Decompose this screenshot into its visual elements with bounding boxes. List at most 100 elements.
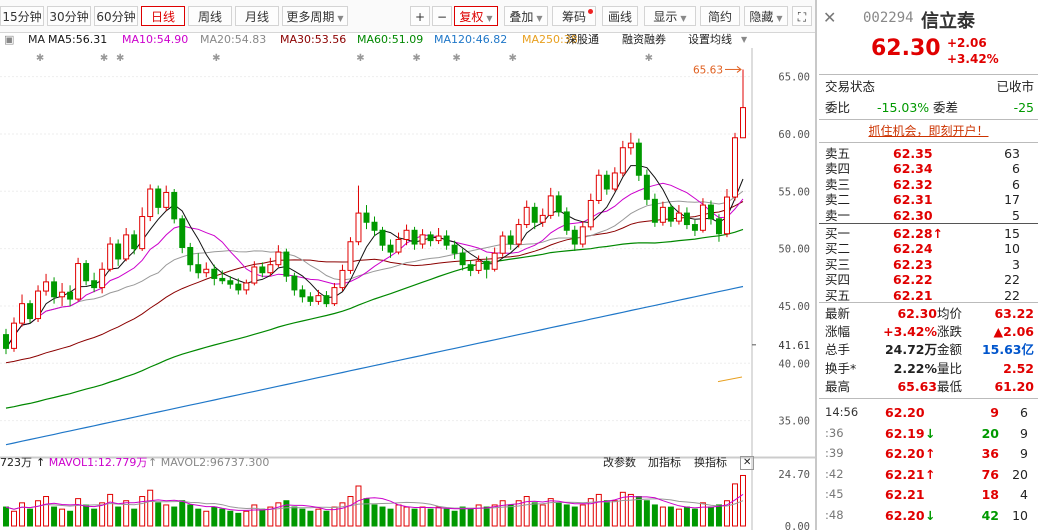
volume-bar: [691, 508, 698, 527]
candle-body: [443, 235, 450, 246]
stat-value: 63.22: [994, 306, 1034, 321]
mavol2-line: [5, 498, 744, 510]
tick-row: :36 62.19 ↓ 20 9: [825, 425, 1034, 442]
ask-price: 62.32: [893, 176, 933, 192]
bid-label: 买三: [825, 256, 851, 272]
adjust-dropdown[interactable]: 复权 ▼: [454, 6, 498, 26]
ask-row: 卖四 62.34 6: [825, 160, 1034, 177]
candle-body: [563, 211, 570, 231]
bid-volume: 3: [1012, 256, 1020, 272]
zoom-out-button[interactable]: −: [432, 6, 452, 26]
volume-bar: [43, 496, 50, 527]
period-30min-tab[interactable]: 30分钟: [47, 6, 91, 26]
stat-value: +3.42%: [883, 324, 937, 340]
volume-bar: [371, 504, 378, 527]
ask-price: 62.35: [893, 146, 933, 161]
chevron-down-icon: ▼: [337, 14, 344, 23]
period-monthly-tab[interactable]: 月线: [235, 6, 279, 26]
ma-settings-icon[interactable]: ▣: [4, 33, 15, 46]
tick-price: 62.20: [885, 446, 925, 461]
ask-volume: 6: [1012, 176, 1020, 192]
volume-bar: [275, 502, 282, 527]
stat-value: 15.63亿: [981, 342, 1034, 358]
display-dropdown[interactable]: 显示 ▼: [644, 6, 696, 26]
ma60-line: [5, 228, 744, 409]
candle-body: [179, 218, 186, 248]
bid-label: 买一: [825, 226, 851, 241]
chevron-down-icon: ▼: [741, 35, 748, 44]
volume-bar: [235, 512, 242, 527]
high-marker-arrow-icon: [736, 66, 742, 73]
volume-bar: [267, 506, 274, 527]
ma-settings-dropdown[interactable]: 设置均线: [688, 33, 732, 46]
simple-mode-button[interactable]: 简约: [700, 6, 740, 26]
volume-bar: [515, 500, 522, 527]
volume-bar: [187, 504, 194, 527]
mavol1-text: MAVOL1:12.779万: [48, 456, 148, 469]
fullscreen-icon[interactable]: ⛶: [792, 6, 812, 26]
ask-price: 62.34: [893, 161, 933, 177]
overlay-dropdown[interactable]: 叠加 ▼: [504, 6, 548, 26]
period-weekly-tab[interactable]: 周线: [188, 6, 232, 26]
volume-bar: [91, 508, 98, 527]
ask-price: 62.31: [893, 192, 933, 208]
candle-body: [675, 212, 682, 222]
draw-line-button[interactable]: 画线: [602, 6, 638, 26]
tick-price: 62.20: [885, 405, 925, 420]
candle-body: [715, 218, 722, 235]
candle-body: [67, 291, 74, 300]
tick-time: :36: [825, 425, 844, 440]
candle-body: [523, 206, 530, 226]
ma60-value: MA60:51.09: [357, 33, 424, 46]
tick-arrow-icon: ↑: [925, 466, 936, 482]
volume-bar: [459, 506, 466, 527]
candle-body: [707, 204, 714, 220]
stat-label: 量比: [937, 360, 963, 376]
tick-time: :39: [825, 446, 844, 460]
shenzhen-connect-link[interactable]: 深股通: [566, 33, 599, 46]
tick-row: :45 62.21 18 4: [825, 486, 1034, 503]
volume-bar: [131, 508, 138, 527]
chips-button[interactable]: 筹码: [552, 6, 596, 26]
tick-count: 4: [1020, 487, 1028, 502]
candle-body: [379, 229, 386, 246]
period-15min-tab[interactable]: 15分钟: [0, 6, 44, 26]
chart-background: [0, 48, 815, 530]
volume-bar: [171, 506, 178, 527]
candle-body: [59, 291, 66, 298]
tick-row: :42 62.21 ↑ 76 20: [825, 466, 1034, 483]
kline-chart[interactable]: 65.00 60.00 55.00 50.00 45.00 40.00 35.00 41.61…: [0, 48, 815, 530]
change-params-button[interactable]: 改参数: [603, 456, 636, 469]
volume-bar: [363, 498, 370, 527]
volume-bar: [203, 510, 210, 527]
switch-indicator-button[interactable]: 换指标: [694, 456, 727, 469]
zoom-in-button[interactable]: +: [410, 6, 430, 26]
hide-dropdown[interactable]: 隐藏 ▼: [744, 6, 788, 26]
volume-bar: [675, 508, 682, 527]
candle-body: [371, 221, 378, 231]
volume-bar: [683, 506, 690, 527]
close-panel-icon[interactable]: ✕: [823, 8, 837, 27]
event-star-icon: ✱: [452, 53, 460, 64]
open-account-link[interactable]: 抓住机会，即刻开户！: [868, 124, 989, 138]
stat-value: 61.20: [994, 378, 1034, 394]
volume-bar: [355, 485, 362, 527]
candle-body: [291, 275, 298, 291]
bid-row: 买三 62.23 3: [825, 256, 1034, 273]
candle-body: [699, 204, 706, 231]
candle-body: [467, 264, 474, 271]
margin-trading-link[interactable]: 融资融券: [622, 33, 666, 46]
period-60min-tab[interactable]: 60分钟: [94, 6, 138, 26]
volume-bar: [715, 504, 722, 527]
close-icon[interactable]: ✕: [740, 456, 755, 470]
candle-body: [643, 174, 650, 200]
candle-body: [611, 172, 618, 190]
add-indicator-button[interactable]: 加指标: [648, 456, 681, 469]
more-periods-dropdown[interactable]: 更多周期 ▼: [282, 6, 348, 26]
candle-body: [507, 235, 514, 245]
volume-bar: [259, 508, 266, 527]
volume-bar: [707, 506, 714, 527]
chevron-down-icon: ▼: [776, 14, 783, 23]
period-daily-tab[interactable]: 日线: [141, 6, 185, 26]
volume-bar: [643, 500, 650, 527]
